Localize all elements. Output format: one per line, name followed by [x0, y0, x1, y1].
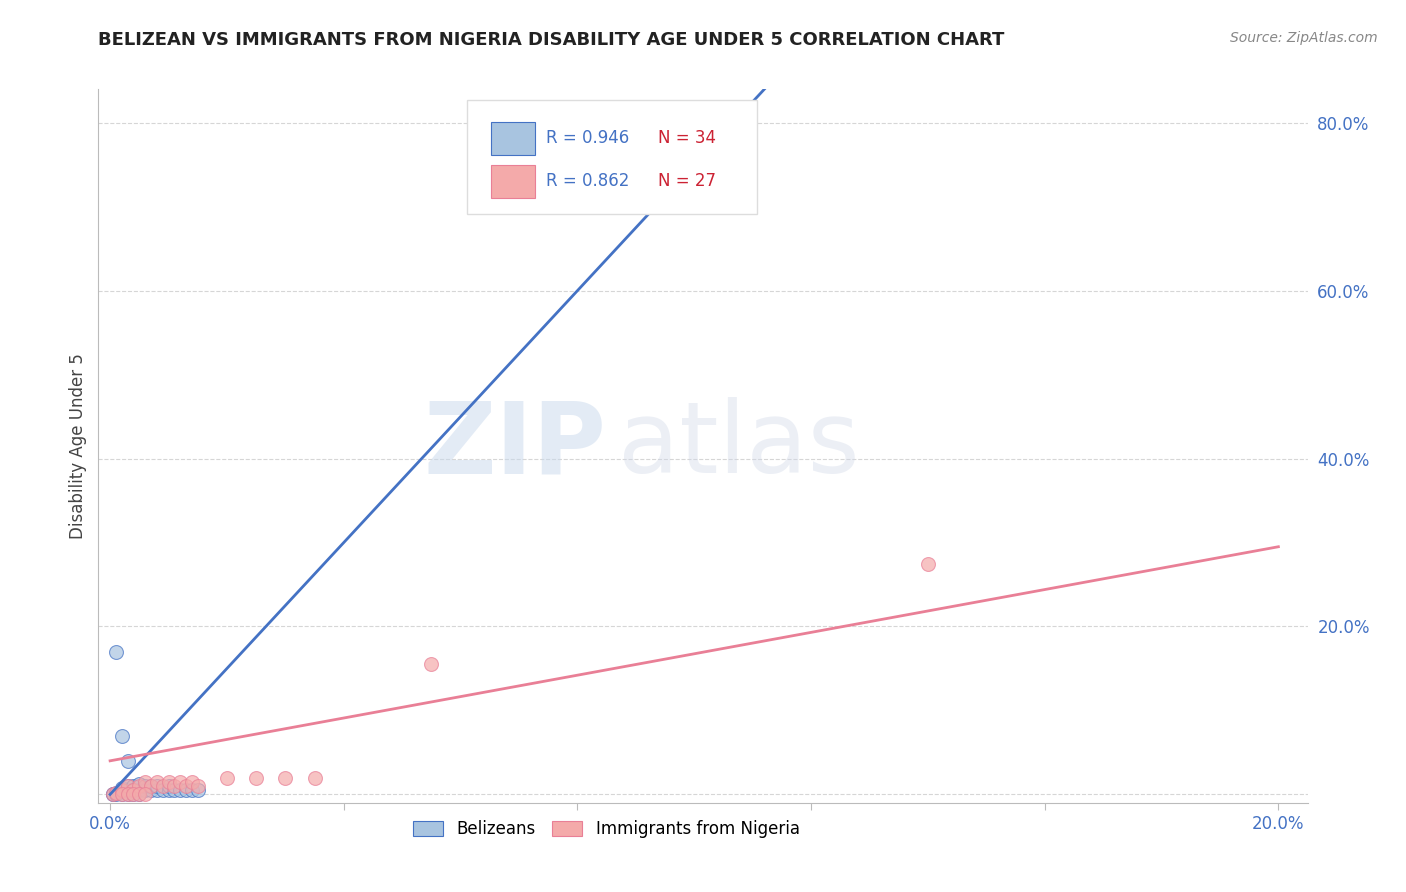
- Point: [157, 779, 180, 793]
- Text: atlas: atlas: [619, 398, 860, 494]
- Text: R = 0.946: R = 0.946: [546, 129, 628, 147]
- Point: [111, 787, 134, 801]
- Point: [215, 771, 238, 785]
- Point: [163, 779, 186, 793]
- Text: N = 34: N = 34: [658, 129, 716, 147]
- Point: [128, 787, 150, 801]
- Text: R = 0.862: R = 0.862: [546, 172, 628, 190]
- Point: [274, 771, 297, 785]
- Point: [111, 729, 134, 743]
- Point: [163, 783, 186, 797]
- Point: [111, 783, 134, 797]
- Point: [169, 783, 191, 797]
- Point: [152, 779, 174, 793]
- Point: [128, 783, 150, 797]
- Text: BELIZEAN VS IMMIGRANTS FROM NIGERIA DISABILITY AGE UNDER 5 CORRELATION CHART: BELIZEAN VS IMMIGRANTS FROM NIGERIA DISA…: [98, 31, 1005, 49]
- Point: [101, 787, 124, 801]
- Point: [169, 774, 191, 789]
- Point: [111, 787, 134, 801]
- Point: [174, 779, 197, 793]
- Point: [134, 783, 156, 797]
- Point: [128, 787, 150, 801]
- Point: [134, 787, 156, 801]
- Y-axis label: Disability Age Under 5: Disability Age Under 5: [69, 353, 87, 539]
- Point: [139, 779, 162, 793]
- Point: [101, 787, 124, 801]
- Point: [122, 787, 145, 801]
- Point: [157, 774, 180, 789]
- Point: [104, 786, 127, 800]
- Point: [139, 779, 162, 793]
- Point: [111, 780, 134, 795]
- Point: [245, 771, 267, 785]
- Point: [304, 771, 326, 785]
- Point: [134, 774, 156, 789]
- Point: [117, 779, 139, 793]
- Point: [111, 783, 134, 797]
- Point: [174, 783, 197, 797]
- Point: [187, 779, 209, 793]
- Point: [420, 657, 443, 672]
- Point: [187, 783, 209, 797]
- FancyBboxPatch shape: [467, 100, 758, 214]
- Point: [139, 783, 162, 797]
- Point: [104, 786, 127, 800]
- Point: [180, 783, 202, 797]
- Point: [152, 783, 174, 797]
- Point: [146, 774, 169, 789]
- Point: [117, 754, 139, 768]
- Point: [180, 774, 202, 789]
- Point: [122, 783, 145, 797]
- Point: [108, 785, 131, 799]
- Point: [122, 779, 145, 793]
- Point: [117, 779, 139, 793]
- Point: [157, 783, 180, 797]
- Text: Source: ZipAtlas.com: Source: ZipAtlas.com: [1230, 31, 1378, 45]
- Text: N = 27: N = 27: [658, 172, 716, 190]
- Point: [128, 777, 150, 791]
- Point: [122, 787, 145, 801]
- Point: [122, 783, 145, 797]
- Point: [117, 787, 139, 801]
- Point: [104, 645, 127, 659]
- Point: [101, 787, 124, 801]
- FancyBboxPatch shape: [492, 122, 534, 155]
- Text: ZIP: ZIP: [423, 398, 606, 494]
- Point: [104, 787, 127, 801]
- Point: [146, 779, 169, 793]
- Point: [117, 783, 139, 797]
- Point: [134, 779, 156, 793]
- FancyBboxPatch shape: [492, 165, 534, 198]
- Legend: Belizeans, Immigrants from Nigeria: Belizeans, Immigrants from Nigeria: [406, 814, 806, 845]
- Point: [128, 779, 150, 793]
- Point: [117, 787, 139, 801]
- Point: [917, 557, 939, 571]
- Point: [146, 783, 169, 797]
